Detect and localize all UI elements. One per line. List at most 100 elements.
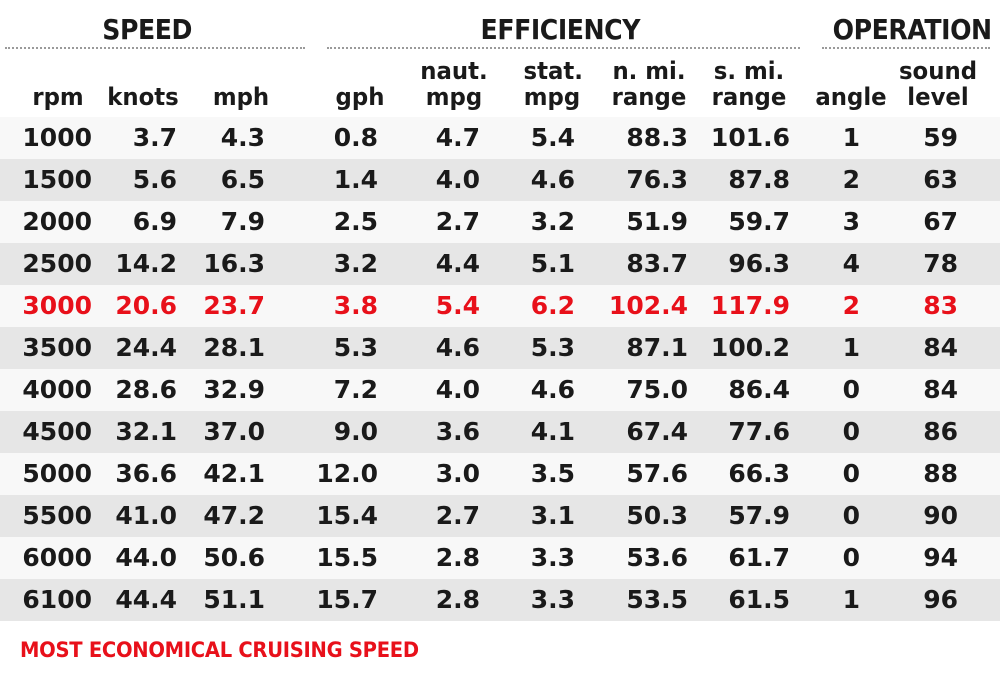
cell-mph: 6.5 [220, 165, 265, 194]
column-header-line2: range [611, 83, 687, 111]
column-header-sound-level: sound level [897, 50, 979, 110]
table-row: 2000 6.9 7.9 2.5 2.7 3.2 51.9 59.7 3 67 [0, 201, 1000, 243]
table-row-highlighted: 3000 20.6 23.7 3.8 5.4 6.2 102.4 117.9 2 83 [0, 285, 1000, 327]
group-header-speed: SPEED [102, 13, 192, 46]
cell-smi-range: 101.6 [710, 123, 790, 152]
table-row: 5000 36.6 42.1 12.0 3.0 3.5 57.6 66.3 0 88 [0, 453, 1000, 495]
cell-mph: 50.6 [203, 543, 265, 572]
cell-rpm: 1500 [22, 165, 92, 194]
column-header-line2: mpg [523, 83, 581, 111]
cell-sound-level: 94 [923, 543, 958, 572]
group-header-efficiency: EFFICIENCY [480, 13, 641, 46]
group-header-operation: OPERATION [832, 13, 993, 46]
cell-angle: 3 [842, 207, 860, 236]
column-header-gph: gph [332, 50, 389, 110]
cell-mph: 42.1 [203, 459, 265, 488]
cell-rpm: 1000 [22, 123, 92, 152]
column-header-line2: range [711, 83, 787, 111]
cell-mph: 51.1 [203, 585, 265, 614]
cell-gph: 9.0 [333, 417, 378, 446]
cell-stat-mpg: 4.6 [530, 375, 575, 404]
cell-knots: 5.6 [132, 165, 177, 194]
column-header-line1: stat. [523, 57, 583, 85]
cell-rpm: 4500 [22, 417, 92, 446]
cell-naut-mpg: 5.4 [435, 291, 480, 320]
cell-smi-range: 77.6 [728, 417, 790, 446]
cell-rpm: 3000 [22, 291, 92, 320]
group-divider-operation [822, 47, 990, 49]
cell-angle: 1 [842, 333, 860, 362]
column-header-line2: mpg [425, 83, 483, 111]
cell-nmi-range: 53.6 [626, 543, 688, 572]
cell-angle: 1 [842, 585, 860, 614]
cell-angle: 0 [842, 417, 860, 446]
cell-smi-range: 96.3 [728, 249, 790, 278]
cell-naut-mpg: 3.6 [435, 417, 480, 446]
cell-nmi-range: 83.7 [626, 249, 688, 278]
cell-smi-range: 61.7 [728, 543, 790, 572]
cell-naut-mpg: 4.4 [435, 249, 480, 278]
highlight-legend-note: MOST ECONOMICAL CRUISING SPEED [20, 638, 419, 662]
column-header-stat-mpg: stat. mpg [523, 50, 583, 111]
cell-nmi-range: 87.1 [626, 333, 688, 362]
cell-nmi-range: 50.3 [626, 501, 688, 530]
cell-knots: 6.9 [132, 207, 177, 236]
cell-gph: 15.4 [316, 501, 378, 530]
cell-angle: 0 [842, 375, 860, 404]
cell-knots: 44.4 [115, 585, 177, 614]
table-row: 6100 44.4 51.1 15.7 2.8 3.3 53.5 61.5 1 96 [0, 579, 1000, 621]
cell-nmi-range: 53.5 [626, 585, 688, 614]
cell-angle: 2 [842, 291, 860, 320]
cell-mph: 28.1 [203, 333, 265, 362]
cell-knots: 20.6 [115, 291, 177, 320]
cell-gph: 0.8 [333, 123, 378, 152]
cell-gph: 2.5 [333, 207, 378, 236]
cell-stat-mpg: 3.1 [530, 501, 575, 530]
column-header-mph: mph [207, 50, 275, 110]
cell-nmi-range: 67.4 [626, 417, 688, 446]
cell-sound-level: 86 [923, 417, 958, 446]
cell-gph: 15.7 [316, 585, 378, 614]
cell-knots: 24.4 [115, 333, 177, 362]
cell-sound-level: 84 [923, 333, 958, 362]
cell-stat-mpg: 6.2 [530, 291, 575, 320]
cell-stat-mpg: 3.3 [530, 543, 575, 572]
cell-naut-mpg: 2.7 [435, 501, 480, 530]
cell-smi-range: 100.2 [710, 333, 790, 362]
cell-knots: 28.6 [115, 375, 177, 404]
cell-rpm: 5000 [22, 459, 92, 488]
cell-nmi-range: 51.9 [626, 207, 688, 236]
group-divider-efficiency [327, 47, 800, 49]
cell-angle: 1 [842, 123, 860, 152]
cell-nmi-range: 88.3 [626, 123, 688, 152]
cell-mph: 16.3 [203, 249, 265, 278]
cell-gph: 12.0 [316, 459, 378, 488]
cell-smi-range: 87.8 [728, 165, 790, 194]
column-header-angle: angle [812, 50, 890, 110]
cell-stat-mpg: 5.1 [530, 249, 575, 278]
cell-sound-level: 59 [923, 123, 958, 152]
column-header-line1: naut. [420, 57, 488, 85]
cell-stat-mpg: 5.3 [530, 333, 575, 362]
column-header-nmi-range: n. mi. range [607, 50, 691, 110]
cell-angle: 4 [842, 249, 860, 278]
cell-stat-mpg: 4.1 [530, 417, 575, 446]
cell-naut-mpg: 4.7 [435, 123, 480, 152]
cell-knots: 32.1 [115, 417, 177, 446]
cell-angle: 2 [842, 165, 860, 194]
table-row: 5500 41.0 47.2 15.4 2.7 3.1 50.3 57.9 0 90 [0, 495, 1000, 537]
column-header-knots: knots [102, 50, 184, 110]
cell-naut-mpg: 2.7 [435, 207, 480, 236]
column-header-line2: mph [212, 83, 270, 111]
cell-nmi-range: 57.6 [626, 459, 688, 488]
table-row: 6000 44.0 50.6 15.5 2.8 3.3 53.6 61.7 0 94 [0, 537, 1000, 579]
cell-sound-level: 88 [923, 459, 958, 488]
cell-stat-mpg: 3.5 [530, 459, 575, 488]
cell-sound-level: 84 [923, 375, 958, 404]
column-header-line2: angle [815, 83, 887, 111]
cell-knots: 14.2 [115, 249, 177, 278]
cell-sound-level: 96 [923, 585, 958, 614]
cell-stat-mpg: 3.3 [530, 585, 575, 614]
cell-smi-range: 66.3 [728, 459, 790, 488]
table-row: 3500 24.4 28.1 5.3 4.6 5.3 87.1 100.2 1 84 [0, 327, 1000, 369]
